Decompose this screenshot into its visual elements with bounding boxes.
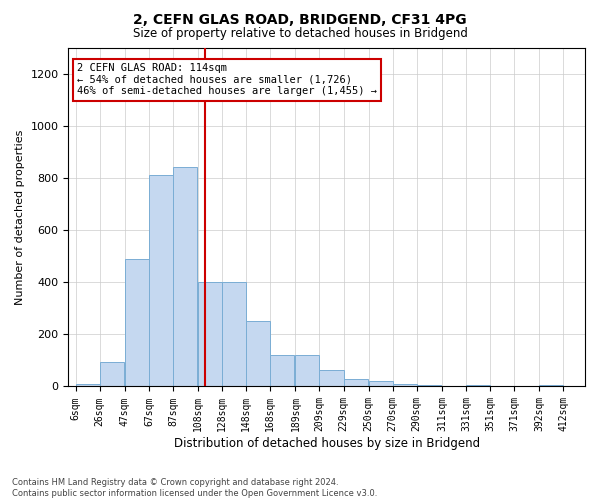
X-axis label: Distribution of detached houses by size in Bridgend: Distribution of detached houses by size … (173, 437, 480, 450)
Bar (393, 384, 417, 386)
Bar (417, 385, 441, 386)
Text: Contains HM Land Registry data © Crown copyright and database right 2024.
Contai: Contains HM Land Registry data © Crown c… (12, 478, 377, 498)
Bar (270, 355, 294, 386)
Text: Size of property relative to detached houses in Bridgend: Size of property relative to detached ho… (133, 28, 467, 40)
Bar (222, 282, 246, 387)
Bar (149, 176, 173, 386)
Bar (198, 282, 222, 387)
Text: 2, CEFN GLAS ROAD, BRIDGEND, CF31 4PG: 2, CEFN GLAS ROAD, BRIDGEND, CF31 4PG (133, 12, 467, 26)
Bar (344, 378, 368, 386)
Bar (173, 168, 197, 386)
Bar (76, 384, 100, 386)
Bar (295, 355, 319, 386)
Y-axis label: Number of detached properties: Number of detached properties (15, 130, 25, 304)
Bar (125, 258, 149, 386)
Bar (100, 362, 124, 386)
Bar (539, 385, 563, 386)
Text: 2 CEFN GLAS ROAD: 114sqm
← 54% of detached houses are smaller (1,726)
46% of sem: 2 CEFN GLAS ROAD: 114sqm ← 54% of detach… (77, 63, 377, 96)
Bar (319, 370, 344, 386)
Bar (246, 322, 270, 386)
Bar (466, 385, 490, 386)
Bar (369, 382, 393, 386)
